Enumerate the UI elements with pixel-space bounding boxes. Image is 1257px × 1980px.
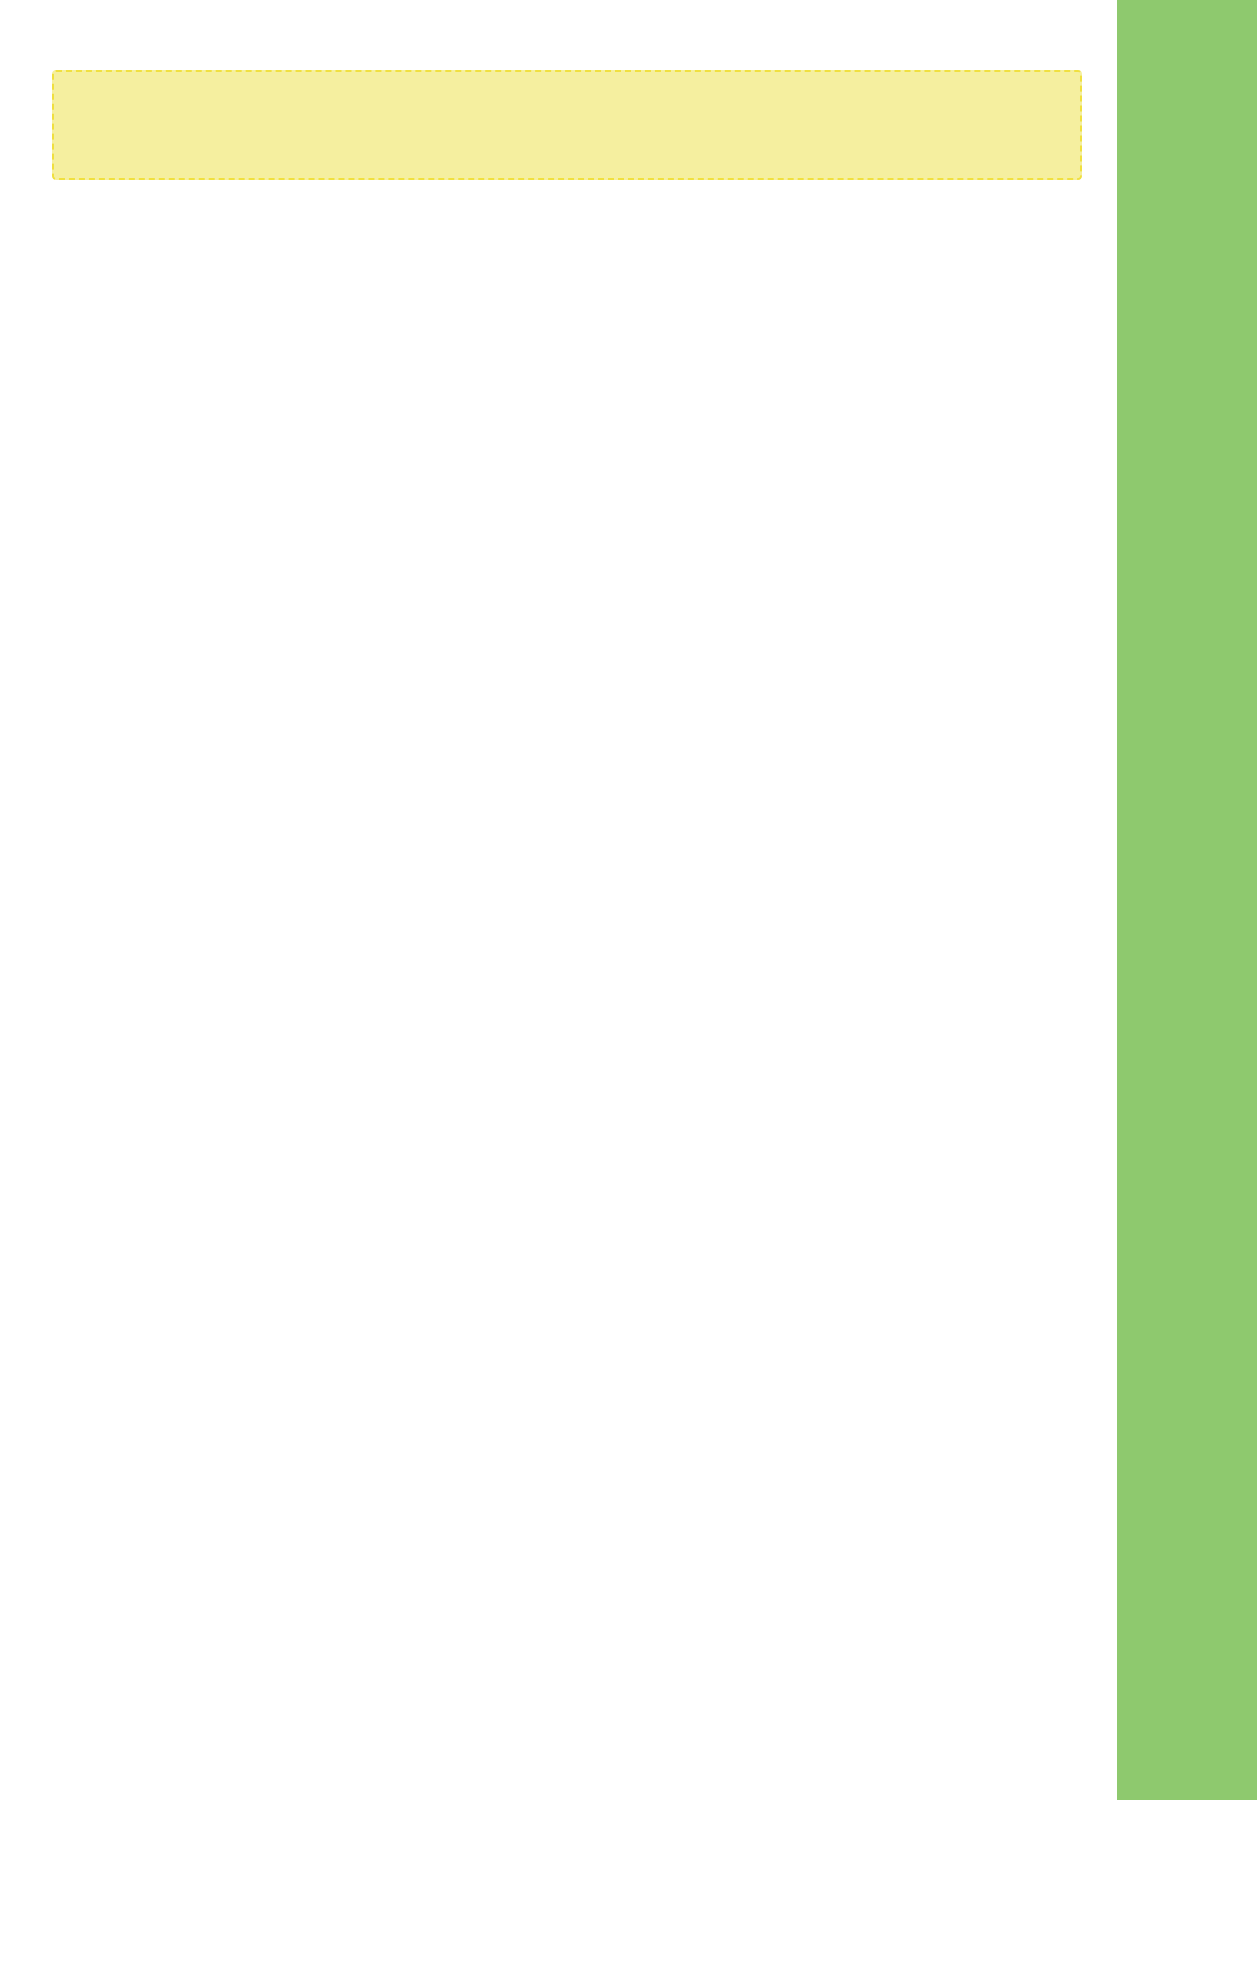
work-area — [60, 260, 1100, 1720]
scallop-border — [1109, 0, 1125, 1800]
instruction-box — [52, 70, 1082, 180]
connection-arcs — [120, 520, 1160, 1980]
sidebar — [1117, 0, 1257, 1800]
